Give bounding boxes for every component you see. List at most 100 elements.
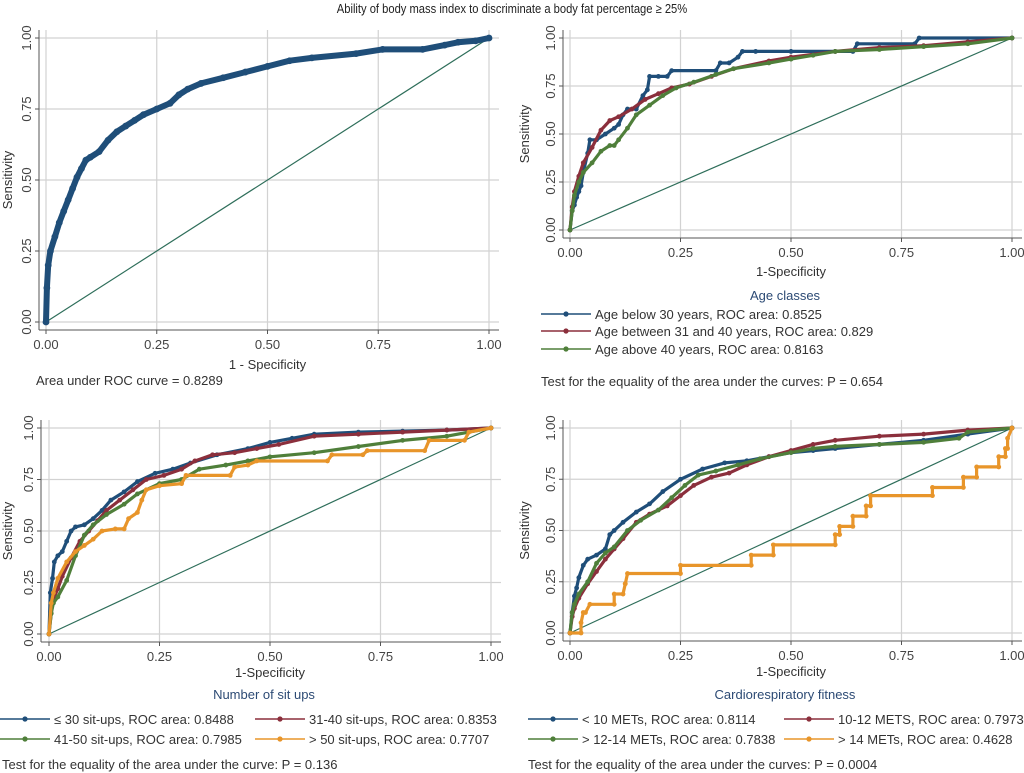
- roc-curve-point: [569, 610, 575, 615]
- roc-curve-point: [877, 442, 882, 447]
- roc-curve-point: [598, 148, 604, 154]
- roc-curve-point: [753, 49, 759, 54]
- roc-curve-point: [356, 444, 361, 449]
- legend-title: Number of sit ups: [213, 687, 315, 702]
- roc-curve-point: [364, 448, 370, 454]
- roc-curve-point: [602, 556, 608, 562]
- y-axis-title: Sensitivity: [517, 501, 532, 560]
- roc-curve-point: [633, 509, 639, 515]
- roc-curve-point: [311, 433, 317, 439]
- panel-cardiorespiratory-roc: 0.00 0.25 0.50 0.75 1.00 0.00 0.25 0.50 0.75 1.00…: [517, 415, 1024, 772]
- x-tick-label: 0.25: [668, 648, 693, 663]
- roc-curve-point: [832, 542, 838, 548]
- reference-line: [45, 37, 490, 323]
- roc-curve-point: [837, 524, 843, 529]
- roc-curve-point: [1005, 435, 1010, 441]
- roc-curve-point: [974, 474, 980, 480]
- roc-curve-point: [996, 464, 1002, 470]
- roc-curve-point: [965, 429, 971, 435]
- roc-curve-point: [419, 45, 426, 53]
- legend-item: 10-12 METS, ROC area: 0.7973: [784, 712, 1024, 727]
- roc-curve-point: [572, 593, 577, 599]
- x-tick-label: 0.50: [778, 245, 803, 260]
- roc-curve-point: [232, 450, 238, 456]
- roc-curve-point: [121, 501, 127, 507]
- y-tick-label: 1.00: [19, 25, 34, 50]
- roc-curve-point: [678, 476, 683, 482]
- roc-curve-point: [223, 462, 229, 468]
- x-tick-label: 1.00: [476, 337, 501, 352]
- roc-curve-point: [611, 591, 617, 597]
- roc-curve-point: [629, 106, 635, 112]
- roc-curve-point: [850, 524, 856, 529]
- roc-curve-point: [267, 454, 273, 460]
- roc-curve-point: [691, 79, 697, 85]
- roc-curve-point: [422, 448, 428, 454]
- roc-curve-point: [580, 160, 586, 166]
- roc-curve-point: [602, 131, 608, 137]
- roc-curve-point: [153, 105, 161, 113]
- roc-curve-point: [930, 493, 935, 499]
- y-tick-label: 0.00: [19, 309, 34, 334]
- roc-curve-point: [713, 72, 719, 77]
- roc-curve-point: [788, 49, 794, 54]
- roc-curve-point: [254, 446, 260, 451]
- roc-curve-point: [660, 93, 666, 98]
- roc-curve-point: [589, 160, 595, 166]
- legend-item: > 14 METs, ROC area: 0.4628: [784, 732, 1013, 747]
- x-tick-label: 0.25: [147, 649, 172, 664]
- roc-curve-point: [286, 57, 294, 65]
- roc-curve-point: [73, 549, 78, 554]
- reference-line: [569, 37, 1013, 231]
- roc-curve-point: [121, 489, 127, 495]
- roc-curve-point: [616, 122, 622, 127]
- roc-curve-point: [59, 549, 65, 554]
- roc-curve-point: [572, 601, 577, 607]
- roc-curve-point: [81, 532, 87, 538]
- roc-curve-point: [68, 528, 74, 534]
- roc-curve-point: [863, 503, 869, 509]
- roc-curve-point: [356, 431, 361, 437]
- roc-curve-point: [104, 136, 112, 144]
- legend-item: > 12-14 METs, ROC area: 0.7838: [528, 732, 775, 747]
- legend-marker: [22, 736, 28, 742]
- roc-curve-point: [112, 526, 118, 532]
- roc-curve-point: [352, 50, 360, 58]
- roc-curve-point: [877, 47, 882, 52]
- roc-curve-point: [832, 532, 838, 537]
- legend-label: > 50 sit-ups, ROC area: 0.7707: [309, 732, 489, 747]
- reference-line: [569, 427, 1013, 634]
- series-green: [567, 425, 1015, 636]
- roc-curve-point: [620, 591, 626, 597]
- roc-curve-point: [73, 173, 81, 181]
- y-tick-label: 0.50: [19, 167, 34, 192]
- legend-item: 31-40 sit-ups, ROC area: 0.8353: [255, 712, 497, 727]
- roc-curve-point: [55, 594, 61, 600]
- roc-curve-point: [611, 528, 617, 533]
- roc-curve-point: [722, 460, 728, 466]
- roc-curve-point: [996, 454, 1002, 460]
- roc-curve-point: [567, 227, 573, 233]
- roc-curve-point: [184, 85, 192, 93]
- roc-curve-point: [709, 474, 714, 480]
- series-orange: [567, 425, 1015, 636]
- roc-curve-point: [770, 552, 776, 558]
- roc-curve-point: [832, 49, 838, 54]
- roc-curve-point: [78, 165, 85, 173]
- roc-curve-point: [572, 193, 577, 198]
- roc-curve-point: [466, 429, 472, 435]
- x-tick-label: 0.00: [36, 649, 61, 664]
- roc-curve-point: [611, 601, 617, 607]
- roc-curve-point: [64, 559, 70, 565]
- roc-curve-point: [46, 631, 52, 637]
- roc-curve-point: [832, 437, 838, 443]
- roc-curve-point: [965, 41, 971, 47]
- y-tick-label: 0.75: [19, 96, 34, 121]
- series-green: [567, 35, 1015, 233]
- roc-curve-point: [622, 581, 628, 587]
- roc-curve-point: [594, 560, 599, 566]
- roc-curve-point: [55, 553, 61, 559]
- roc-curve-point: [656, 74, 661, 79]
- roc-curve-point: [99, 508, 105, 513]
